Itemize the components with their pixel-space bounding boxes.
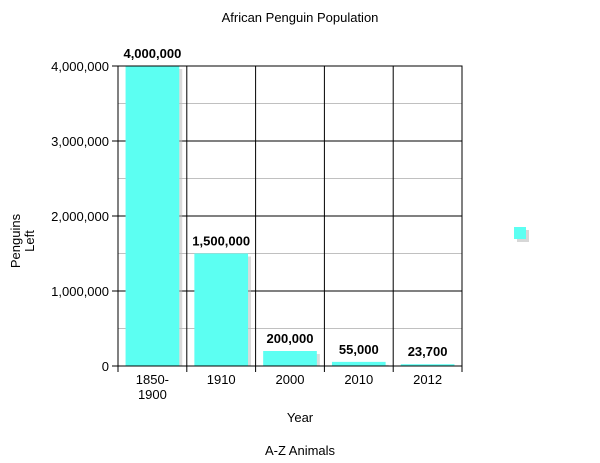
x-axis-label: Year xyxy=(287,410,314,425)
x-tick-label: 2012 xyxy=(413,372,442,387)
x-tick-label: 2000 xyxy=(276,372,305,387)
y-axis-ticks: 0 1,000,000 2,000,000 3,000,000 4,000,000 xyxy=(51,59,118,374)
legend-swatch xyxy=(514,227,526,239)
x-tick-label: 2010 xyxy=(344,372,373,387)
y-axis-label: Penguins Left xyxy=(8,213,37,268)
data-label: 1,500,000 xyxy=(192,234,250,249)
y-tick-label: 0 xyxy=(102,359,109,374)
x-tick-label: 1850- xyxy=(136,372,169,387)
y-axis-label-line-1: Penguins xyxy=(8,213,23,268)
bar xyxy=(194,253,249,366)
y-tick-label: 2,000,000 xyxy=(51,209,109,224)
data-label: 23,700 xyxy=(408,344,448,359)
y-tick-label: 4,000,000 xyxy=(51,59,109,74)
bar xyxy=(125,66,180,366)
chart-title: African Penguin Population xyxy=(222,10,379,25)
bar xyxy=(263,351,317,366)
x-axis-ticks: 1850-1900 1910 2000 2010 2012 xyxy=(117,366,463,402)
x-tick-label: 1910 xyxy=(207,372,236,387)
data-label: 55,000 xyxy=(339,342,379,357)
y-tick-label: 3,000,000 xyxy=(51,134,109,149)
bar xyxy=(400,364,455,366)
data-labels: 4,000,000 1,500,000 200,000 55,000 23,700 xyxy=(123,46,447,359)
data-label: 4,000,000 xyxy=(123,46,181,61)
source-credit: A-Z Animals xyxy=(265,443,336,458)
y-tick-label: 1,000,000 xyxy=(51,284,109,299)
bars xyxy=(125,66,455,366)
data-label: 200,000 xyxy=(267,331,314,346)
bar xyxy=(331,361,386,366)
y-axis-label-line-2: Left xyxy=(22,230,37,252)
x-tick-label: 1900 xyxy=(138,387,167,402)
